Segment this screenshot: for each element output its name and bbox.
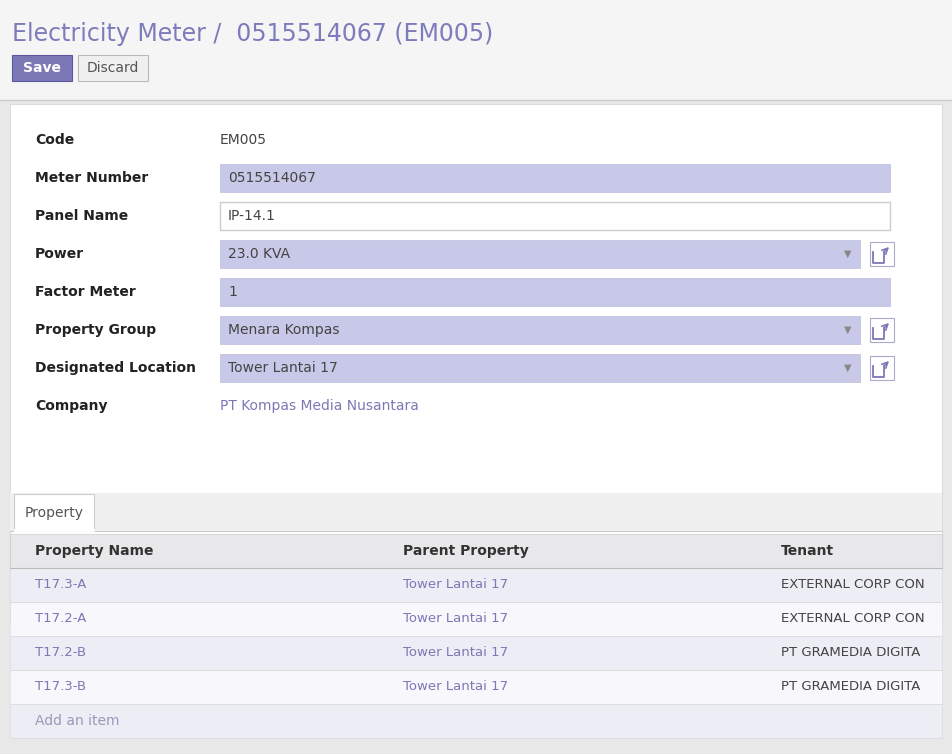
Bar: [10, 636, 942, 670]
FancyBboxPatch shape: [14, 494, 94, 530]
Bar: [0, 100, 952, 754]
FancyBboxPatch shape: [870, 356, 894, 380]
Text: PT GRAMEDIA DIGITA: PT GRAMEDIA DIGITA: [781, 646, 921, 660]
Bar: [0, 0, 952, 100]
FancyBboxPatch shape: [220, 164, 890, 192]
FancyBboxPatch shape: [10, 104, 942, 624]
Text: Add an item: Add an item: [35, 714, 120, 728]
Text: Property: Property: [25, 506, 84, 520]
Text: IP-14.1: IP-14.1: [228, 209, 276, 223]
Text: T17.3-A: T17.3-A: [35, 578, 87, 591]
Bar: [10, 602, 942, 636]
Text: Tower Lantai 17: Tower Lantai 17: [403, 646, 508, 660]
Text: Tower Lantai 17: Tower Lantai 17: [403, 612, 508, 626]
Text: Tower Lantai 17: Tower Lantai 17: [403, 578, 508, 591]
FancyBboxPatch shape: [12, 55, 72, 81]
Text: EXTERNAL CORP CON: EXTERNAL CORP CON: [781, 612, 924, 626]
Text: Meter Number: Meter Number: [35, 171, 149, 185]
Text: Factor Meter: Factor Meter: [35, 285, 136, 299]
Text: Property Name: Property Name: [35, 544, 153, 558]
Text: ▼: ▼: [844, 325, 852, 335]
Bar: [10, 493, 942, 531]
Text: Power: Power: [35, 247, 84, 261]
Text: ▼: ▼: [844, 249, 852, 259]
FancyBboxPatch shape: [870, 318, 894, 342]
Text: Designated Location: Designated Location: [35, 361, 196, 375]
Bar: [10, 534, 942, 568]
FancyBboxPatch shape: [78, 55, 148, 81]
Text: Tenant: Tenant: [781, 544, 834, 558]
Text: Discard: Discard: [87, 61, 139, 75]
Text: 0515514067: 0515514067: [228, 171, 316, 185]
Text: PT GRAMEDIA DIGITA: PT GRAMEDIA DIGITA: [781, 681, 921, 694]
Text: ▼: ▼: [844, 363, 852, 373]
Bar: [10, 704, 942, 738]
Text: Parent Property: Parent Property: [403, 544, 528, 558]
Text: Menara Kompas: Menara Kompas: [228, 323, 340, 337]
Text: Panel Name: Panel Name: [35, 209, 129, 223]
Text: EXTERNAL CORP CON: EXTERNAL CORP CON: [781, 578, 924, 591]
FancyBboxPatch shape: [220, 240, 860, 268]
Text: T17.3-B: T17.3-B: [35, 681, 86, 694]
Text: PT Kompas Media Nusantara: PT Kompas Media Nusantara: [220, 399, 419, 413]
Text: T17.2-A: T17.2-A: [35, 612, 87, 626]
Bar: [10, 670, 942, 704]
Bar: [10, 568, 942, 602]
Text: Code: Code: [35, 133, 74, 147]
Text: Save: Save: [23, 61, 61, 75]
FancyBboxPatch shape: [220, 316, 860, 344]
Text: Electricity Meter /  0515514067 (EM005): Electricity Meter / 0515514067 (EM005): [12, 22, 493, 46]
Text: Company: Company: [35, 399, 108, 413]
Text: EM005: EM005: [220, 133, 267, 147]
FancyBboxPatch shape: [870, 242, 894, 266]
Text: Tower Lantai 17: Tower Lantai 17: [403, 681, 508, 694]
Text: Property Group: Property Group: [35, 323, 156, 337]
FancyBboxPatch shape: [220, 278, 890, 306]
Text: Tower Lantai 17: Tower Lantai 17: [228, 361, 338, 375]
Text: 1: 1: [228, 285, 237, 299]
FancyBboxPatch shape: [220, 202, 890, 230]
Text: T17.2-B: T17.2-B: [35, 646, 86, 660]
FancyBboxPatch shape: [220, 354, 860, 382]
Text: 23.0 KVA: 23.0 KVA: [228, 247, 290, 261]
